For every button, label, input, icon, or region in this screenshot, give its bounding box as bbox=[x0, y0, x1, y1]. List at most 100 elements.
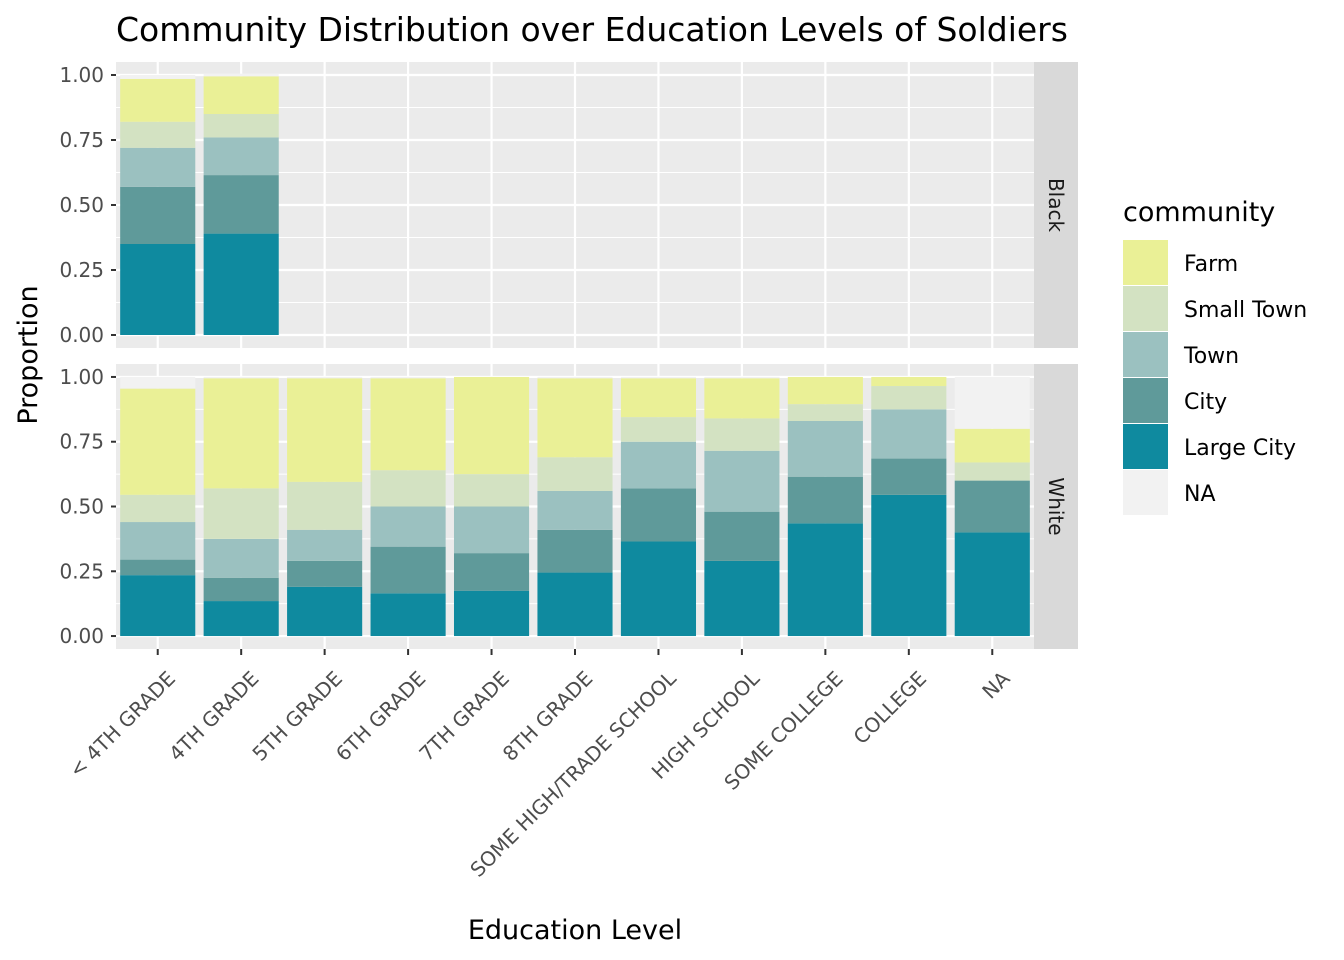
bars-black bbox=[120, 73, 279, 335]
bar-segment bbox=[120, 78, 196, 122]
bar-segment bbox=[620, 441, 697, 489]
x-tick-label: NA bbox=[977, 666, 1014, 703]
legend-item: NA bbox=[1123, 470, 1216, 515]
y-tick-label: 0.75 bbox=[59, 128, 104, 152]
bar-segment bbox=[704, 560, 780, 637]
bar-segment bbox=[871, 494, 947, 637]
bar-segment bbox=[203, 378, 279, 489]
legend-label: Small Town bbox=[1184, 298, 1307, 323]
legend-item: City bbox=[1123, 378, 1227, 423]
bar-segment bbox=[203, 175, 279, 234]
bar-segment bbox=[537, 529, 613, 573]
plot-panels: 0.00 0.25 0.50 0.75 1.00 Black 0.00 0.25 0.50 0.7… bbox=[59, 62, 1078, 649]
legend-item: Farm bbox=[1123, 240, 1238, 285]
facet-strip bbox=[1034, 62, 1078, 348]
bar-segment bbox=[453, 376, 530, 475]
legend-swatch bbox=[1123, 286, 1168, 331]
bar-segment bbox=[453, 590, 530, 637]
facet-strip bbox=[1034, 364, 1078, 649]
y-tick-label: 0.25 bbox=[59, 559, 104, 583]
bar-segment bbox=[787, 476, 863, 524]
bar-segment bbox=[537, 376, 613, 379]
y-tick-label: 0.00 bbox=[59, 624, 104, 648]
facet-label: White bbox=[1044, 477, 1068, 535]
y-tick-label: 0.50 bbox=[59, 495, 104, 519]
y-tick-label: 0.75 bbox=[59, 430, 104, 454]
bar-segment bbox=[954, 462, 1030, 481]
bar-segment bbox=[370, 376, 446, 379]
bars-white bbox=[120, 376, 1030, 637]
bar-segment bbox=[954, 376, 1030, 429]
bar-segment bbox=[287, 560, 363, 587]
legend-item: Small Town bbox=[1123, 286, 1307, 331]
bar-segment bbox=[370, 593, 446, 637]
legend-swatch bbox=[1123, 378, 1168, 423]
bar-segment bbox=[120, 75, 196, 79]
bar-segment bbox=[620, 488, 697, 542]
bar-segment bbox=[620, 376, 697, 379]
bar-segment bbox=[954, 480, 1030, 533]
bar-segment bbox=[120, 494, 196, 523]
legend-label: Town bbox=[1183, 344, 1239, 369]
bar-segment bbox=[203, 577, 279, 602]
bar-segment bbox=[704, 376, 780, 379]
bar-segment bbox=[871, 458, 947, 495]
y-tick-label: 1.00 bbox=[59, 63, 104, 87]
bar-segment bbox=[537, 378, 613, 458]
legend-swatch bbox=[1123, 424, 1168, 469]
bar-segment bbox=[787, 421, 863, 477]
bar-segment bbox=[120, 522, 196, 560]
y-tick-label: 0.00 bbox=[59, 323, 104, 347]
bar-segment bbox=[120, 147, 196, 187]
legend: community Farm Small Town Town City Large Ci… bbox=[1123, 197, 1307, 515]
x-axis-title: Education Level bbox=[468, 915, 682, 946]
bar-segment bbox=[287, 529, 363, 561]
bar-segment bbox=[537, 490, 613, 530]
bar-segment bbox=[370, 470, 446, 507]
legend-label: Farm bbox=[1184, 252, 1238, 277]
x-tick-label: COLLEGE bbox=[849, 666, 932, 749]
legend-swatch bbox=[1123, 470, 1168, 515]
y-tick-label: 0.25 bbox=[59, 258, 104, 282]
bar-segment bbox=[120, 376, 196, 389]
bar-segment bbox=[704, 418, 780, 451]
legend-items: Farm Small Town Town City Large City NA bbox=[1123, 240, 1307, 515]
bar-segment bbox=[871, 376, 947, 387]
legend-swatch bbox=[1123, 240, 1168, 285]
bar-segment bbox=[871, 386, 947, 410]
bar-segment bbox=[203, 114, 279, 138]
bar-segment bbox=[120, 121, 196, 148]
bar-segment bbox=[203, 233, 279, 335]
bar-segment bbox=[453, 506, 530, 554]
bar-segment bbox=[287, 586, 363, 637]
legend-item: Town bbox=[1123, 332, 1239, 377]
bar-segment bbox=[537, 572, 613, 637]
bar-segment bbox=[787, 523, 863, 637]
bar-segment bbox=[954, 532, 1030, 637]
chart-title: Community Distribution over Education Le… bbox=[116, 10, 1068, 49]
legend-item: Large City bbox=[1123, 424, 1296, 469]
bar-segment bbox=[704, 450, 780, 512]
bar-segment bbox=[287, 481, 363, 530]
y-tick-label: 1.00 bbox=[59, 365, 104, 389]
bar-segment bbox=[871, 409, 947, 459]
bar-segment bbox=[120, 559, 196, 576]
panel-white: 0.00 0.25 0.50 0.75 1.00 White bbox=[59, 364, 1078, 649]
bar-segment bbox=[287, 378, 363, 482]
bar-segment bbox=[370, 378, 446, 471]
bar-segment bbox=[120, 244, 196, 335]
bar-segment bbox=[370, 506, 446, 547]
bar-segment bbox=[620, 378, 697, 418]
bar-segment bbox=[203, 488, 279, 539]
x-tick-label: < 4TH GRADE bbox=[64, 666, 180, 782]
bar-segment bbox=[537, 457, 613, 491]
panel-black: 0.00 0.25 0.50 0.75 1.00 Black bbox=[59, 62, 1078, 348]
legend-label: NA bbox=[1184, 482, 1216, 507]
bar-segment bbox=[787, 404, 863, 421]
bar-segment bbox=[203, 73, 279, 77]
legend-label: Large City bbox=[1184, 436, 1296, 461]
bar-segment bbox=[203, 538, 279, 578]
bar-segment bbox=[120, 575, 196, 637]
bar-segment bbox=[120, 388, 196, 495]
